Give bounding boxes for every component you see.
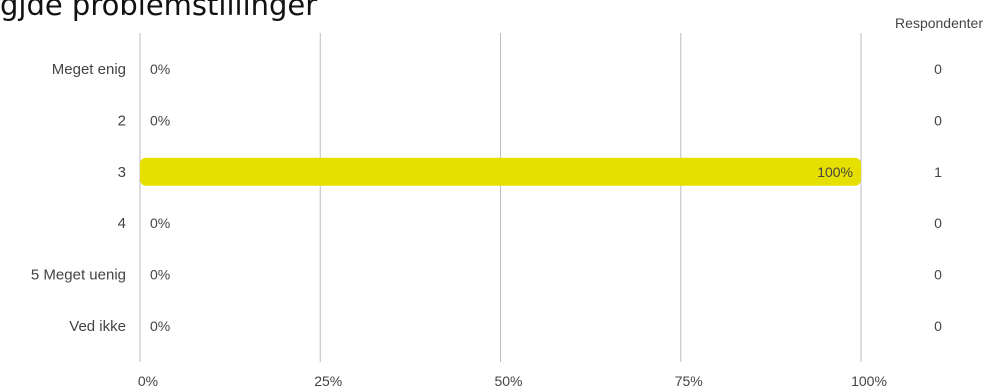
bar-value-label: 0% (150, 267, 170, 283)
category-label: Ved ikke (69, 318, 126, 335)
category-label: 2 (118, 112, 126, 129)
bar-value-label: 100% (817, 164, 853, 180)
bar (140, 157, 861, 186)
category-label: 4 (118, 215, 126, 232)
category-label: 5 Meget uenig (31, 267, 126, 284)
x-tick-label: 0% (138, 373, 158, 389)
x-tick-label: 75% (675, 373, 703, 389)
respondents-count: 1 (934, 164, 942, 180)
respondents-header: Respondenter (895, 15, 983, 31)
respondents-count: 0 (934, 112, 942, 128)
bar-value-label: 0% (150, 215, 170, 231)
respondents-count: 0 (934, 318, 942, 334)
respondents-count: 0 (934, 61, 942, 77)
x-tick-label: 25% (314, 373, 342, 389)
respondents-count: 0 (934, 215, 942, 231)
bar-value-label: 0% (150, 61, 170, 77)
category-label: 3 (118, 164, 126, 181)
bar-value-label: 0% (150, 318, 170, 334)
x-tick-label: 100% (851, 373, 887, 389)
bar-value-label: 0% (150, 112, 170, 128)
chart-title: gjde problemstillinger (0, 0, 318, 22)
respondents-count: 0 (934, 267, 942, 283)
x-tick-label: 50% (494, 373, 522, 389)
category-label: Meget enig (52, 61, 126, 78)
